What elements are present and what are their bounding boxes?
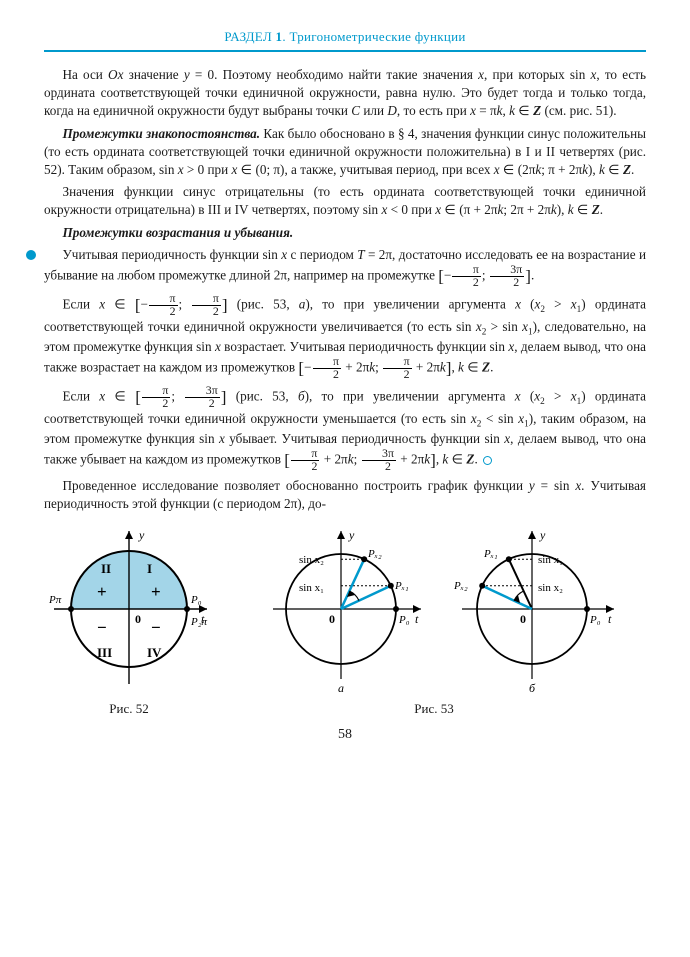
svg-text:P₀: P₀ xyxy=(589,614,601,626)
subhead-signs: Промежутки знакопостоянства. xyxy=(62,126,260,141)
fig53a-svg: y t 0 P₀ Pₓ₁ sin x₁ xyxy=(241,524,431,694)
svg-text:y: y xyxy=(138,528,145,542)
bullet-p1: Учитывая периодичность функции sin x с п… xyxy=(44,246,646,289)
svg-text:P₂π: P₂π xyxy=(190,616,208,628)
fig53b-svg: y t 0 P₀ Pₓ₁ sin x₁ Pₓ₂ xyxy=(437,524,627,694)
page-header: РАЗДЕЛ 1. Тригонометрические функции xyxy=(44,28,646,52)
svg-text:Pₓ₁: Pₓ₁ xyxy=(483,548,498,560)
svg-text:0: 0 xyxy=(135,612,141,626)
header-num: 1 xyxy=(276,29,283,44)
bullet-block: Учитывая периодичность функции sin x с п… xyxy=(44,246,646,473)
fig52-svg: y t 0 P₀ P₂π Pπ I II III IV + + − xyxy=(44,524,214,694)
fig53-caption: Рис. 53 xyxy=(222,700,646,718)
svg-text:y: y xyxy=(539,528,546,542)
bullet-p2: Если x ∈ [−π2; π2] (рис. 53, а), то при … xyxy=(44,293,646,381)
svg-text:+: + xyxy=(151,582,161,601)
svg-text:sin x₁: sin x₁ xyxy=(299,582,324,594)
svg-text:0: 0 xyxy=(329,612,335,626)
figures-row: y t 0 P₀ P₂π Pπ I II III IV + + − xyxy=(44,524,646,718)
header-section: РАЗДЕЛ xyxy=(224,29,272,44)
svg-text:а: а xyxy=(338,681,344,694)
svg-text:IV: IV xyxy=(147,645,162,660)
svg-text:sin x₁: sin x₁ xyxy=(538,554,563,566)
figure-52: y t 0 P₀ P₂π Pπ I II III IV + + − xyxy=(44,524,214,718)
svg-text:Pₓ₁: Pₓ₁ xyxy=(394,580,409,592)
svg-text:t: t xyxy=(608,612,612,626)
svg-text:Pₓ₂: Pₓ₂ xyxy=(453,580,468,592)
bullet-icon xyxy=(26,250,36,260)
end-marker-icon xyxy=(483,456,492,465)
svg-text:P₀: P₀ xyxy=(398,614,410,626)
svg-text:I: I xyxy=(147,561,152,576)
svg-text:II: II xyxy=(101,561,111,576)
svg-text:+: + xyxy=(97,582,107,601)
subhead-monotone: Промежутки возрастания и убывания. xyxy=(44,224,646,242)
svg-text:Pπ: Pπ xyxy=(48,594,62,606)
svg-text:Pₓ₂: Pₓ₂ xyxy=(367,548,382,560)
header-title: Тригонометрические функции xyxy=(289,29,465,44)
svg-text:y: y xyxy=(348,528,355,542)
textbook-page: РАЗДЕЛ 1. Тригонометрические функции На … xyxy=(0,0,690,957)
page-number: 58 xyxy=(44,725,646,744)
svg-text:sin x₂: sin x₂ xyxy=(538,582,563,594)
svg-text:−: − xyxy=(151,618,161,637)
figure-53: y t 0 P₀ Pₓ₁ sin x₁ xyxy=(222,524,646,718)
svg-text:0: 0 xyxy=(520,612,526,626)
paragraph-3: Значения функции синус отрицательны (то … xyxy=(44,183,646,219)
svg-text:P₀: P₀ xyxy=(190,594,202,606)
paragraph-2: Промежутки знакопостоянства. Как было об… xyxy=(44,125,646,180)
fig52-caption: Рис. 52 xyxy=(44,700,214,718)
svg-text:t: t xyxy=(415,612,419,626)
svg-text:sin x₂: sin x₂ xyxy=(299,554,324,566)
bullet-p3: Если x ∈ [π2; 3π2] (рис. 53, б), то при … xyxy=(44,385,646,473)
svg-text:−: − xyxy=(97,618,107,637)
paragraph-1: На оси Ox значение y = 0. Поэтому необхо… xyxy=(44,66,646,121)
svg-text:б: б xyxy=(529,681,536,694)
paragraph-5: Проведенное исследование позволяет обосн… xyxy=(44,477,646,513)
svg-text:III: III xyxy=(97,645,112,660)
